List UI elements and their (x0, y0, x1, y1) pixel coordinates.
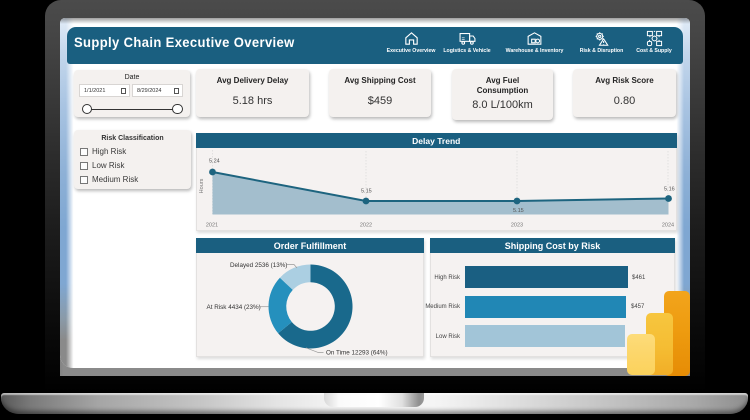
svg-text:5.16: 5.16 (664, 186, 675, 192)
svg-text:At Risk 4434 (23%): At Risk 4434 (23%) (207, 304, 261, 311)
svg-text:2024: 2024 (662, 222, 674, 228)
svg-text:5.24: 5.24 (209, 158, 220, 164)
svg-text:2023: 2023 (511, 222, 523, 228)
svg-text:2021: 2021 (206, 222, 218, 228)
svg-text:2022: 2022 (360, 222, 372, 228)
svg-text:5.15: 5.15 (361, 188, 372, 194)
svg-text:Delayed 2536 (13%): Delayed 2536 (13%) (230, 262, 287, 269)
svg-text:5.15: 5.15 (513, 208, 524, 214)
svg-text:Hours: Hours (199, 178, 205, 193)
svg-text:On Time 12293 (64%): On Time 12293 (64%) (326, 350, 388, 357)
